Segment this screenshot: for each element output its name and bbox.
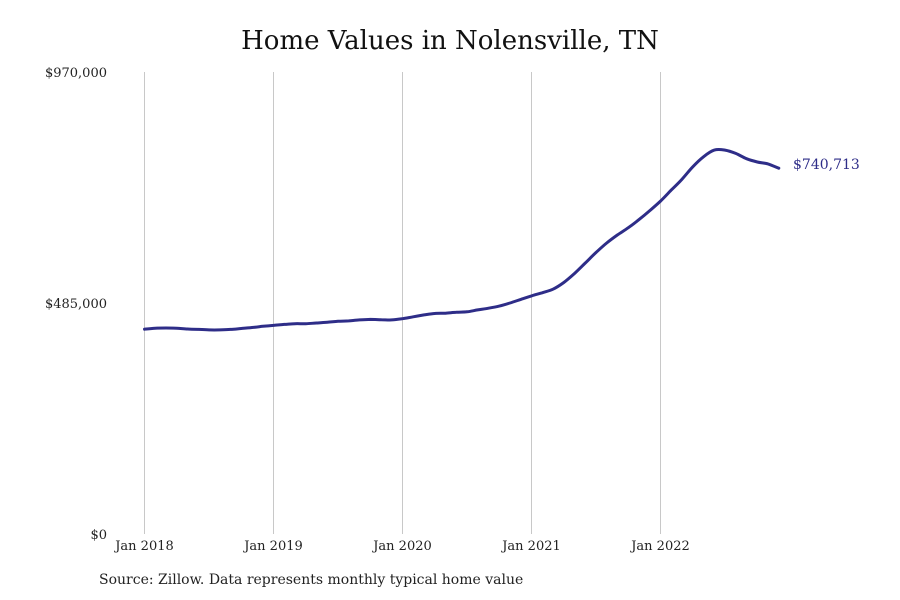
series-line-0 — [143, 147, 781, 332]
x-axis-ticks: Jan 2018 Jan 2019 Jan 2020 Jan 2021 Jan 2022 — [113, 539, 690, 554]
end-value-label: $740,713 — [793, 157, 860, 173]
source-note: Source: Zillow. Data represents monthly … — [99, 572, 524, 588]
series-layer — [143, 147, 781, 332]
y-tick-label-1: $485,000 — [45, 297, 107, 312]
y-axis-ticks: $0 $485,000 $970,000 — [45, 66, 107, 543]
x-tick-label-4: Jan 2022 — [629, 539, 690, 554]
x-tick-label-1: Jan 2019 — [242, 539, 303, 554]
data-label-layer: $740,713 — [793, 157, 860, 173]
x-tick-label-0: Jan 2018 — [113, 539, 174, 554]
y-tick-label-0: $0 — [90, 528, 107, 543]
gridlines — [144, 72, 661, 534]
chart-title: Home Values in Nolensville, TN — [241, 26, 659, 56]
x-tick-label-2: Jan 2020 — [371, 539, 432, 554]
x-tick-label-3: Jan 2021 — [500, 539, 561, 554]
y-tick-label-2: $970,000 — [45, 66, 107, 81]
